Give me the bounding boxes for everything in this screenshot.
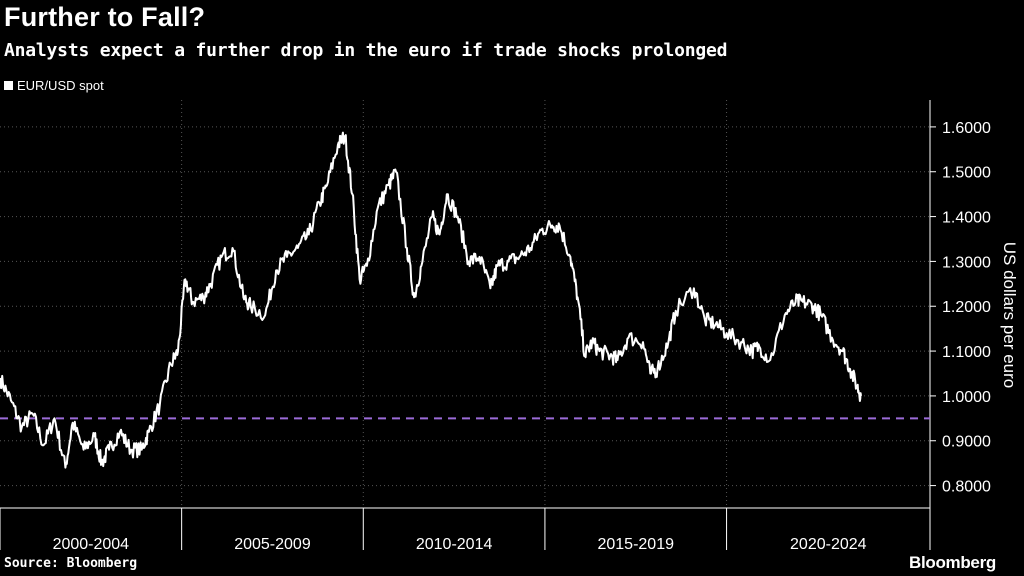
y-tick-label: 0.9000 (942, 434, 991, 451)
legend: EUR/USD spot (4, 78, 104, 93)
legend-swatch (4, 81, 13, 90)
y-tick-label: 1.1000 (942, 344, 991, 361)
y-tick-label: 1.5000 (942, 165, 991, 182)
x-category-label: 2020-2024 (790, 536, 867, 553)
y-axis-title: US dollars per euro (1000, 241, 1019, 389)
y-tick-label: 0.8000 (942, 479, 991, 496)
chart-title: Further to Fall? (4, 2, 206, 32)
y-tick-label: 1.4000 (942, 210, 991, 227)
x-category-label: 2010-2014 (416, 536, 493, 553)
brand-logo: Bloomberg (908, 553, 996, 572)
y-tick-label: 1.0000 (942, 389, 991, 406)
x-category-label: 2005-2009 (234, 536, 311, 553)
y-tick-label: 1.3000 (942, 254, 991, 271)
y-tick-label: 1.6000 (942, 120, 991, 137)
y-tick-label: 1.2000 (942, 299, 991, 316)
legend-label: EUR/USD spot (17, 78, 104, 93)
x-category-label: 2015-2019 (597, 536, 674, 553)
x-category-label: 2000-2004 (53, 536, 130, 553)
series-line-eurusd (0, 131, 862, 469)
chart-subtitle: Analysts expect a further drop in the eu… (4, 40, 728, 61)
y-axis-title-wrap: US dollars per euro (994, 200, 1024, 430)
source-note: Source: Bloomberg (4, 556, 138, 571)
